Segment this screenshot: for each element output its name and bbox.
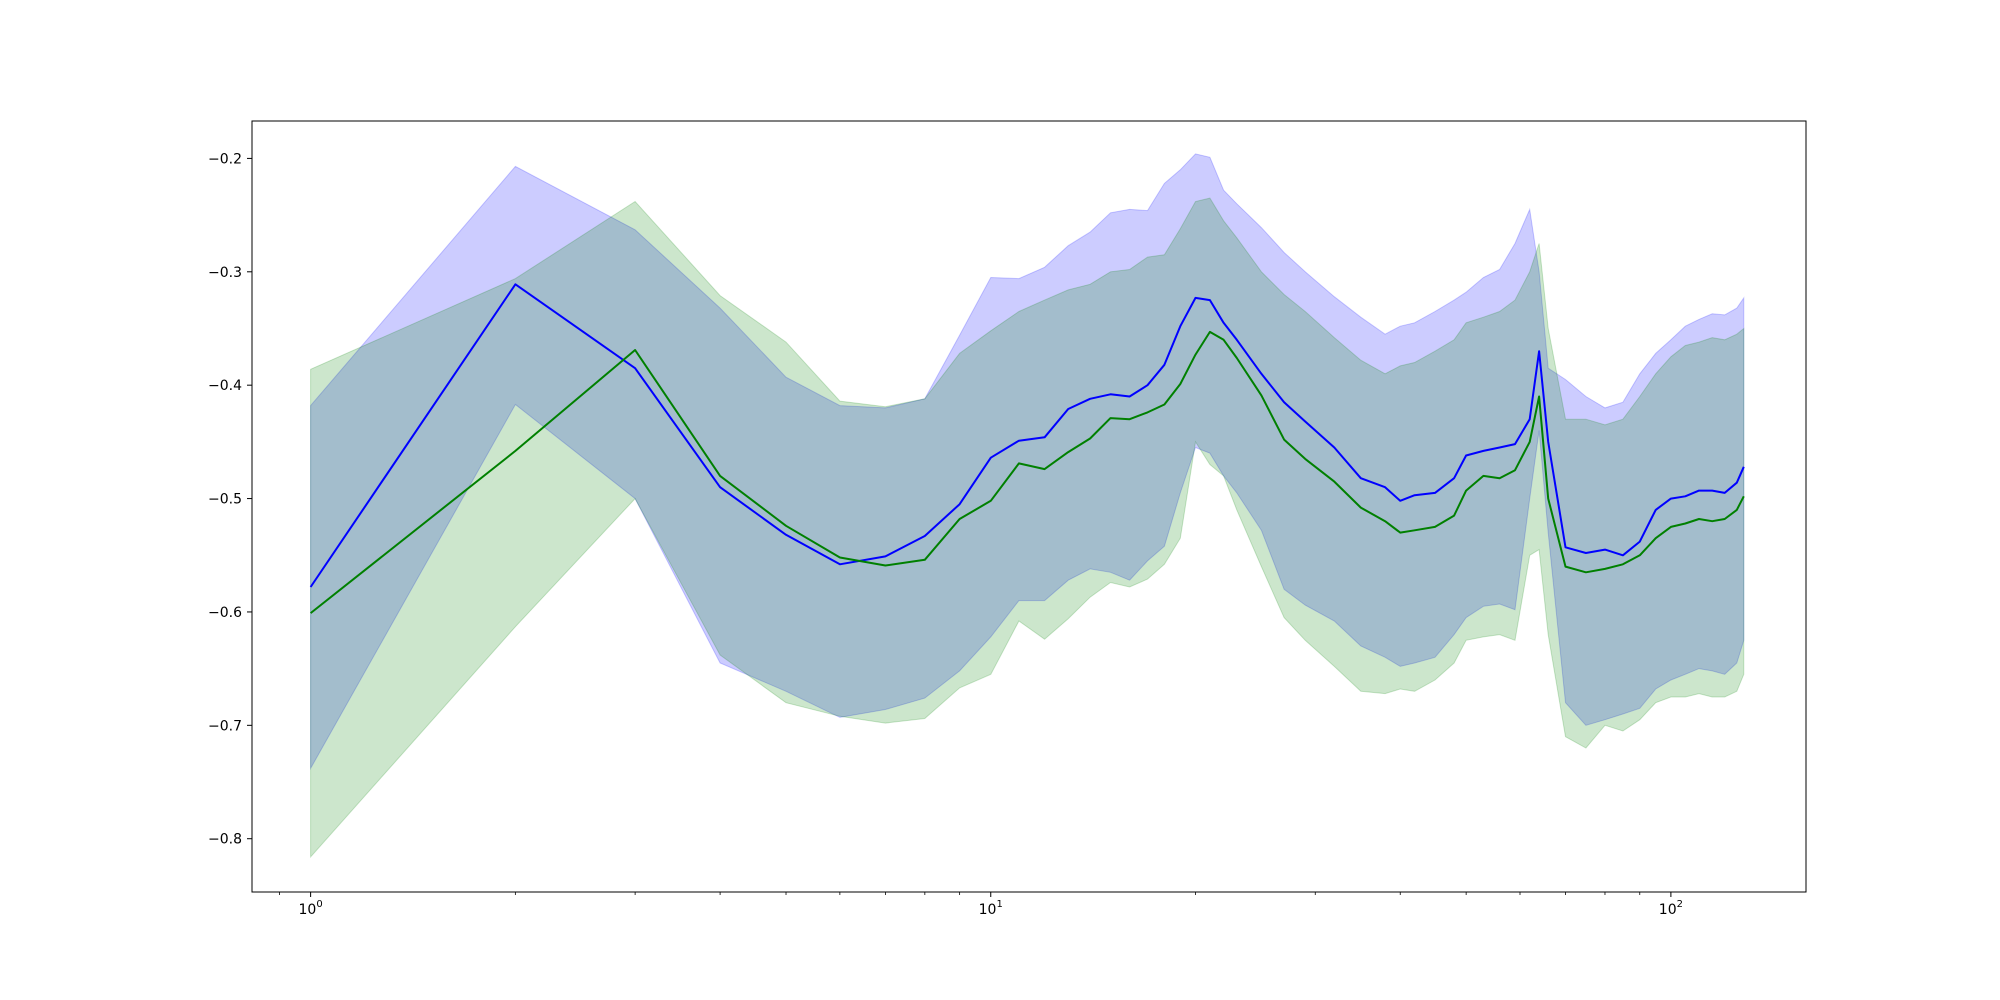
x-tick-label: 101: [979, 899, 1003, 918]
series-1-line: [309, 330, 1745, 614]
y-axis: −0.2 −0.3 −0.4 −0.5 −0.6 −0.7 −0.8: [208, 151, 252, 848]
y-tick-label: −0.3: [208, 265, 242, 281]
series-0-band: [310, 153, 1745, 771]
x-axis: 100 101 102: [279, 892, 1683, 918]
series-lines: [309, 283, 1745, 614]
x-tick-label: 102: [1659, 899, 1683, 918]
confidence-bands: [310, 153, 1745, 859]
y-tick-label: −0.2: [208, 151, 242, 167]
series-1-band: [310, 197, 1745, 859]
y-tick-label: −0.6: [208, 605, 242, 621]
plot-frame: [251, 120, 1807, 893]
x-tick-label: 100: [299, 899, 323, 918]
y-tick-label: −0.4: [208, 378, 242, 394]
y-tick-label: −0.7: [208, 718, 242, 734]
y-tick-label: −0.8: [208, 832, 242, 848]
series-0-line: [309, 283, 1745, 588]
y-tick-label: −0.5: [208, 492, 242, 508]
